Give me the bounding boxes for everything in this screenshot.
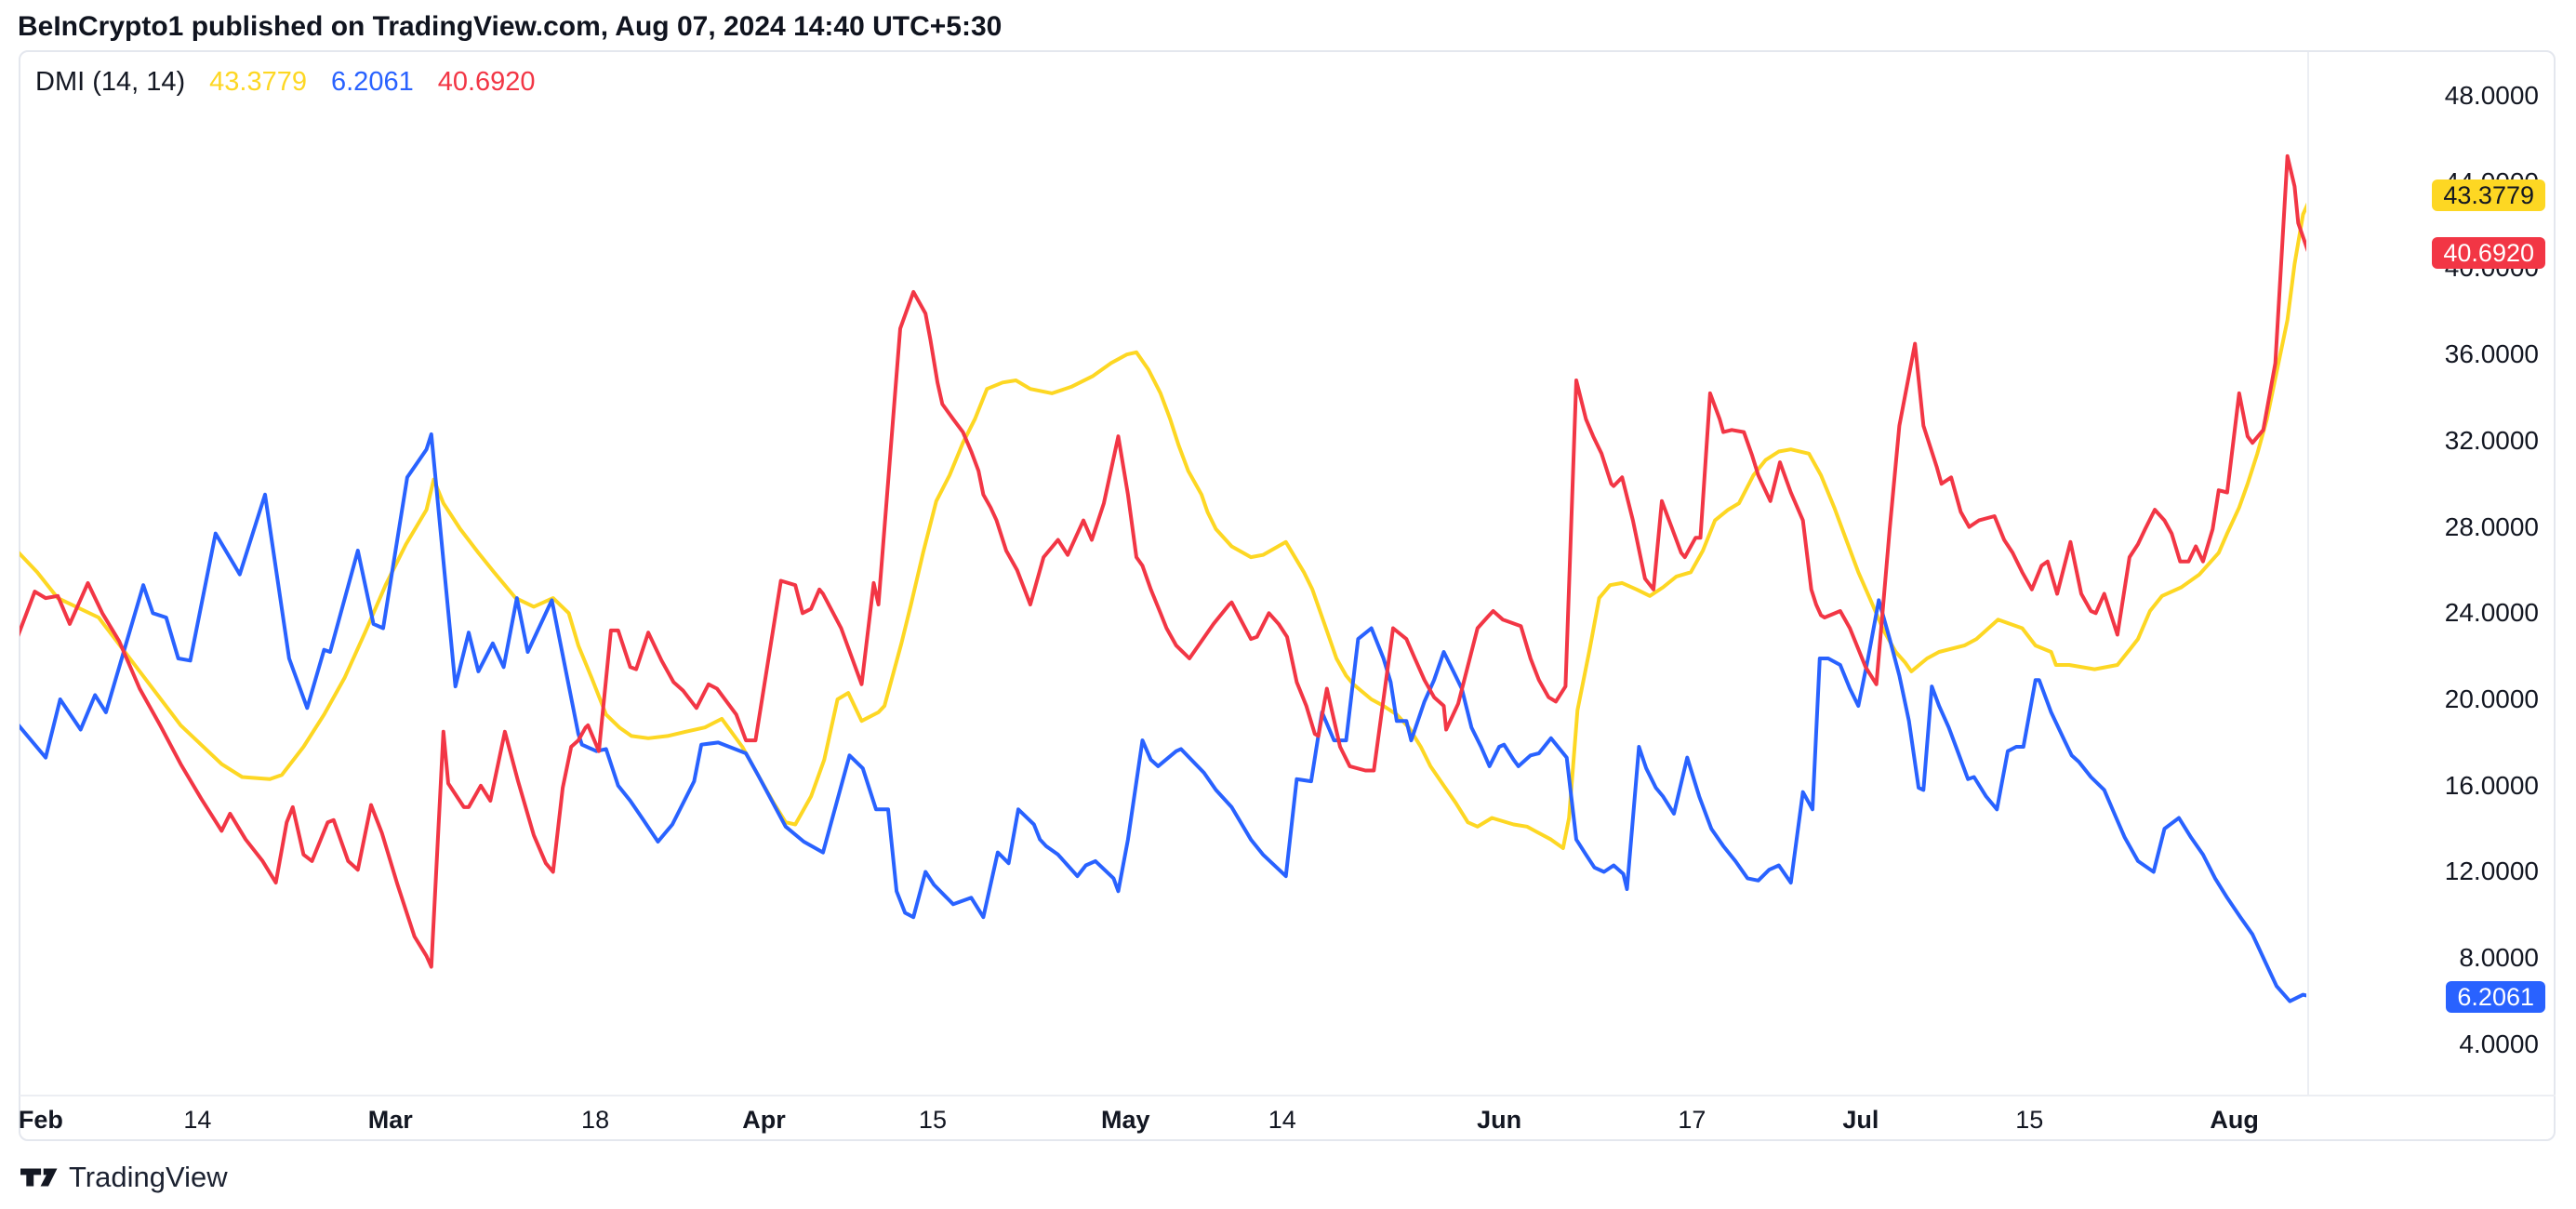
- x-axis-label: May: [1101, 1106, 1150, 1134]
- y-axis-label: 36.0000: [2444, 339, 2539, 369]
- time-axis-separator: [20, 1095, 2556, 1096]
- y-axis-label: 4.0000: [2459, 1029, 2539, 1058]
- tradingview-logo-icon: [20, 1168, 58, 1187]
- x-axis-label: Apr: [742, 1106, 786, 1134]
- y-axis-label: 12.0000: [2444, 857, 2539, 886]
- x-axis-label: 15: [2015, 1106, 2044, 1134]
- price-badge: 43.3779: [2432, 179, 2545, 212]
- y-axis-label: 28.0000: [2444, 512, 2539, 541]
- legend-value: 43.3779: [209, 67, 307, 97]
- legend-value: 6.2061: [331, 67, 414, 97]
- x-axis-label: 15: [918, 1106, 947, 1134]
- y-axis-label: 16.0000: [2444, 770, 2539, 800]
- x-axis-label: Feb: [18, 1106, 63, 1134]
- price-badge: 6.2061: [2446, 980, 2545, 1013]
- x-axis-label: 14: [1268, 1106, 1296, 1134]
- price-badge: 40.6920: [2432, 237, 2545, 270]
- price-axis-separator: [2307, 52, 2309, 1095]
- chart-card: [19, 50, 2556, 1141]
- series-line--DI: [20, 153, 2306, 969]
- x-axis-label: 17: [1678, 1106, 1706, 1134]
- tradingview-brand[interactable]: TradingView: [20, 1159, 228, 1196]
- brand-name: TradingView: [69, 1161, 228, 1193]
- y-axis-label: 8.0000: [2459, 943, 2539, 973]
- y-axis-label: 20.0000: [2444, 684, 2539, 714]
- legend-value: 40.6920: [437, 67, 536, 97]
- attribution-text: BeInCrypto1 published on TradingView.com…: [18, 11, 1003, 42]
- y-axis-label: 24.0000: [2444, 598, 2539, 628]
- series-line-+DI: [20, 432, 2306, 1003]
- x-axis-label: Mar: [367, 1106, 413, 1134]
- series-line-ADX: [20, 202, 2306, 850]
- x-axis-label: 18: [581, 1106, 610, 1134]
- x-axis-label: Aug: [2210, 1106, 2259, 1134]
- y-axis-label: 48.0000: [2444, 81, 2539, 110]
- y-axis-label: 32.0000: [2444, 425, 2539, 455]
- x-axis-label: Jun: [1477, 1106, 1522, 1134]
- x-axis-label: 14: [183, 1106, 212, 1134]
- legend-title: DMI (14, 14): [35, 67, 186, 97]
- x-axis-label: Jul: [1842, 1106, 1879, 1134]
- indicator-legend: DMI (14, 14) 43.3779 6.2061 40.6920: [35, 67, 536, 98]
